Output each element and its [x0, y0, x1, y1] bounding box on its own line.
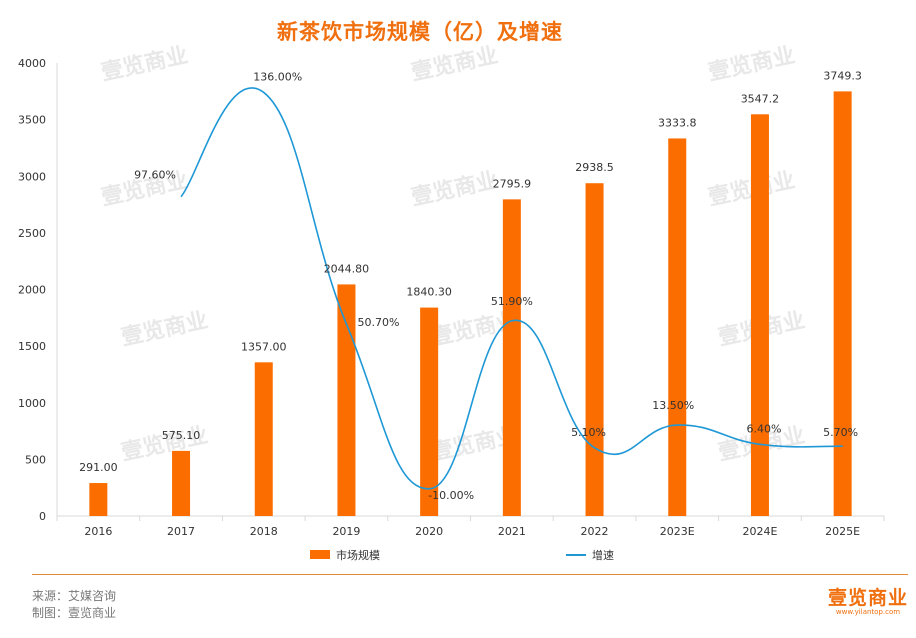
bar-value-label: 3333.8 — [658, 116, 697, 129]
x-tick-label: 2017 — [167, 525, 195, 538]
bar — [254, 362, 273, 516]
footer-source: 来源：艾媒咨询 制图：壹览商业 — [32, 588, 116, 622]
maker-text: 制图：壹览商业 — [32, 606, 117, 620]
growth-value-label: 51.90% — [491, 295, 533, 308]
y-tick-label: 4000 — [18, 57, 46, 70]
y-tick-label: 3000 — [18, 170, 46, 183]
brand-block: 壹览商业 www.yilantop.com — [826, 583, 910, 616]
y-tick-label: 2000 — [18, 284, 46, 297]
bar-value-label: 3749.3 — [823, 69, 862, 82]
legend-bar-label: 市场规模 — [336, 548, 380, 562]
bar-value-label: 2938.5 — [575, 161, 614, 174]
x-tick-label: 2016 — [84, 525, 112, 538]
y-tick-label: 1500 — [18, 340, 46, 353]
legend: 市场规模 增速 — [310, 548, 614, 562]
bar-value-label: 3547.2 — [741, 92, 780, 105]
watermark-text: 壹览商业 — [119, 307, 210, 351]
watermark-text: 壹览商业 — [409, 167, 500, 211]
y-tick-label: 2500 — [18, 227, 46, 240]
bar-value-label: 1840.30 — [406, 286, 452, 299]
y-tick-label: 3500 — [18, 114, 46, 127]
watermark-layer: 壹览商业壹览商业壹览商业壹览商业壹览商业壹览商业壹览商业壹览商业壹览商业壹览商业… — [99, 42, 807, 466]
bar-value-label: 2044.80 — [324, 262, 370, 275]
watermark-text: 壹览商业 — [99, 42, 190, 86]
growth-line — [180, 87, 843, 490]
bar — [502, 199, 521, 516]
x-tick-label: 2023E — [660, 525, 695, 538]
combo-chart: 壹览商业壹览商业壹览商业壹览商业壹览商业壹览商业壹览商业壹览商业壹览商业壹览商业… — [18, 42, 885, 562]
x-axis: 2016 2017 2018 2019 2020 2021 2022 2023E 2024E 20… — [56, 515, 885, 538]
growth-value-label: 50.70% — [357, 316, 399, 329]
bar — [420, 307, 439, 516]
bar — [750, 114, 769, 516]
bar-value-label: 1357.00 — [241, 340, 287, 353]
x-tick-label: 2024E — [742, 525, 777, 538]
y-tick-label: 0 — [39, 510, 46, 523]
y-tick-label: 500 — [25, 453, 46, 466]
brand-logo: 壹览商业 — [827, 587, 908, 609]
bar — [89, 483, 108, 516]
x-tick-label: 2021 — [498, 525, 526, 538]
bar — [337, 284, 356, 516]
growth-value-label: 5.10% — [571, 426, 606, 439]
x-tick-label: 2020 — [415, 525, 443, 538]
line-series — [180, 87, 843, 490]
legend-line-label: 增速 — [592, 548, 614, 562]
x-tick-label: 2018 — [250, 525, 278, 538]
x-tick-label: 2025E — [825, 525, 860, 538]
bar-value-label: 2795.9 — [493, 177, 532, 190]
bar — [172, 450, 191, 516]
growth-value-label: -10.00% — [428, 489, 474, 502]
brand-url: www.yilantop.com — [835, 608, 901, 616]
bar-value-label: 575.10 — [162, 429, 201, 442]
y-tick-label: 1000 — [18, 397, 46, 410]
growth-value-label: 13.50% — [652, 399, 694, 412]
footer-divider — [32, 574, 908, 575]
growth-value-label: 97.60% — [134, 169, 176, 182]
bar — [833, 91, 852, 516]
y-axis: 0 500 1000 1500 2000 2500 3000 3500 4000 — [18, 57, 58, 523]
growth-value-label: 136.00% — [253, 70, 302, 83]
bar-series — [89, 91, 852, 516]
watermark-text: 壹览商业 — [409, 42, 500, 86]
watermark-text: 壹览商业 — [706, 42, 797, 86]
source-text: 来源：艾媒咨询 — [32, 589, 117, 603]
growth-value-label: 6.40% — [746, 422, 781, 435]
x-tick-label: 2019 — [332, 525, 360, 538]
bar-value-label: 291.00 — [79, 461, 118, 474]
x-tick-label: 2022 — [581, 525, 609, 538]
data-labels: 291.00 575.10 1357.00 2044.80 1840.30 2795.9 2… — [79, 69, 862, 501]
chart-title: 新茶饮市场规模（亿）及增速 — [277, 20, 563, 44]
bar — [668, 138, 687, 516]
legend-bar-swatch — [310, 550, 330, 559]
bar — [585, 183, 604, 516]
growth-value-label: 5.70% — [823, 426, 858, 439]
